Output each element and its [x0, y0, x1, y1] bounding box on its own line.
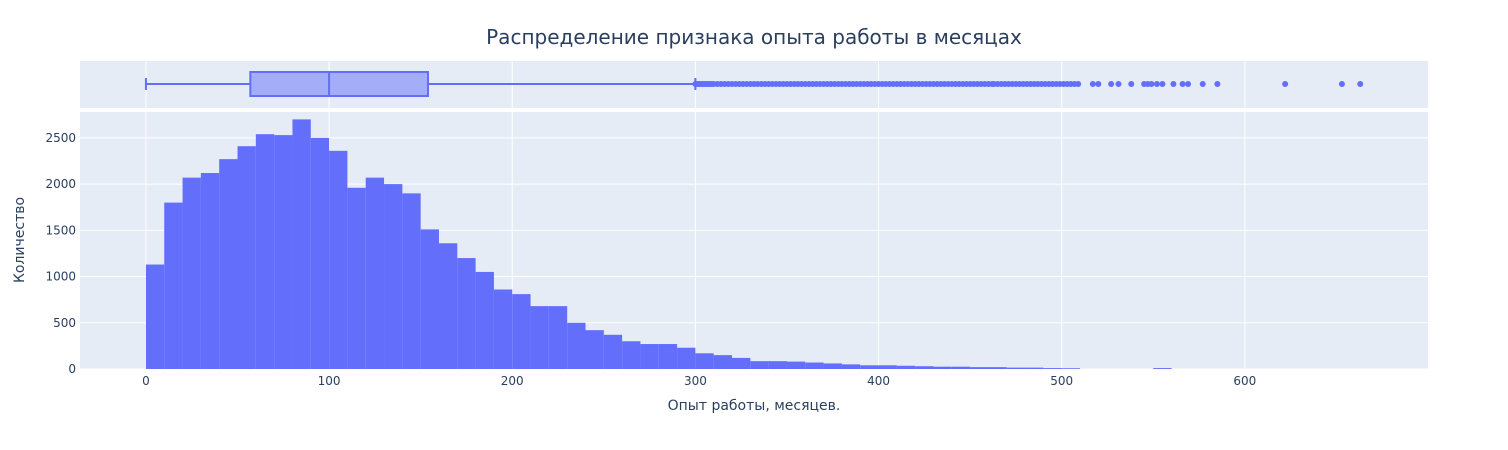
histogram-bar: [988, 367, 1007, 369]
histogram-bar: [640, 344, 659, 369]
histogram-bar: [823, 363, 842, 369]
box-outlier-point: [1214, 81, 1221, 87]
histogram-bar: [1153, 368, 1172, 369]
histogram-bar: [860, 365, 879, 369]
x-tick-label: 500: [1050, 374, 1073, 388]
histogram-bar: [805, 362, 824, 369]
histogram-bar: [347, 187, 366, 369]
histogram-bar: [493, 289, 513, 369]
histogram-bar: [951, 366, 971, 369]
histogram-bar: [768, 361, 787, 369]
box-outlier-point: [1338, 81, 1345, 87]
box-outlier-point: [1108, 81, 1115, 87]
y-axis-title: Количество: [12, 197, 28, 283]
histogram-bar: [274, 135, 293, 369]
histogram-bar: [200, 173, 220, 369]
histogram-bar: [548, 306, 568, 369]
y-tick-label: 0: [68, 362, 76, 376]
x-axis-title: Опыт работы, месяцев.: [668, 398, 841, 414]
y-tick-label: 2000: [45, 177, 76, 191]
box-outlier-point: [1170, 81, 1177, 87]
histogram-bar: [713, 355, 733, 369]
histogram-bar: [622, 341, 641, 369]
histogram-bar: [1006, 367, 1026, 369]
box-outlier-point: [1115, 81, 1122, 87]
histogram-bar: [402, 193, 421, 369]
histogram-bar: [970, 367, 989, 369]
box-outlier-point: [1179, 81, 1186, 87]
histogram-bar: [237, 146, 256, 369]
histogram-bar: [145, 264, 165, 369]
histogram-bar: [658, 344, 678, 369]
x-tick-label: 0: [142, 374, 150, 388]
histogram-bar: [732, 357, 751, 369]
box-outlier-point: [1159, 81, 1166, 87]
histogram-bar: [384, 184, 403, 369]
x-tick-label: 200: [501, 374, 524, 388]
histogram-bar: [310, 137, 330, 369]
y-tick-label: 500: [53, 316, 76, 330]
box-iqr: [249, 71, 429, 97]
box-outlier-point: [1185, 81, 1192, 87]
histogram-bar: [915, 366, 934, 369]
histogram-bar: [164, 202, 183, 369]
y-tick-label: 2500: [45, 131, 76, 145]
chart-title: Распределение признака опыта работы в ме…: [486, 25, 1022, 49]
histogram-bar: [475, 271, 494, 369]
x-tick-label: 400: [867, 374, 890, 388]
histogram-bar: [878, 365, 897, 369]
histogram-bar: [420, 229, 439, 369]
histogram-bar: [750, 361, 769, 369]
histogram-bar: [1061, 368, 1081, 369]
box-outlier-point: [1199, 81, 1206, 87]
y-tick-label: 1000: [45, 270, 76, 284]
histogram-bar: [365, 177, 385, 369]
box-outlier-point: [1148, 81, 1155, 87]
histogram-bar: [677, 347, 696, 369]
box-outlier-point: [1075, 81, 1082, 87]
box-outlier-point: [1153, 81, 1160, 87]
histogram-bar: [933, 366, 952, 369]
box-outlier-point: [1089, 81, 1096, 87]
histogram-bar: [457, 258, 476, 369]
histogram-bar: [695, 353, 714, 369]
histogram-bar: [292, 119, 311, 369]
histogram-panel: 0 500 1000 1500 2000 2500 0 100 200 300 400 500 600: [45, 112, 1428, 388]
y-tick-label: 1500: [45, 223, 76, 237]
histogram-bar: [603, 334, 623, 369]
box-plot-panel: [80, 61, 1428, 108]
histogram-bar: [530, 306, 549, 369]
histogram-bar: [841, 364, 861, 369]
histogram-bar: [585, 330, 604, 369]
histogram-bar: [1043, 368, 1062, 369]
histogram-bar: [219, 159, 238, 369]
histogram-bar: [438, 243, 458, 369]
histogram-bar: [512, 294, 531, 369]
x-tick-label: 600: [1233, 374, 1256, 388]
histogram-bar: [567, 322, 586, 369]
histogram-bar: [329, 150, 348, 369]
x-tick-label: 300: [684, 374, 707, 388]
box-outlier-point: [1095, 81, 1102, 87]
histogram-bar: [1025, 367, 1044, 369]
histogram-bar: [182, 177, 201, 369]
box-outlier-point: [1282, 81, 1289, 87]
box-outlier-point: [1128, 81, 1135, 87]
box-outlier-point: [1357, 81, 1364, 87]
histogram-bar: [786, 361, 806, 369]
histogram-bar: [896, 365, 916, 369]
histogram-bar: [255, 134, 275, 369]
x-tick-label: 100: [318, 374, 341, 388]
